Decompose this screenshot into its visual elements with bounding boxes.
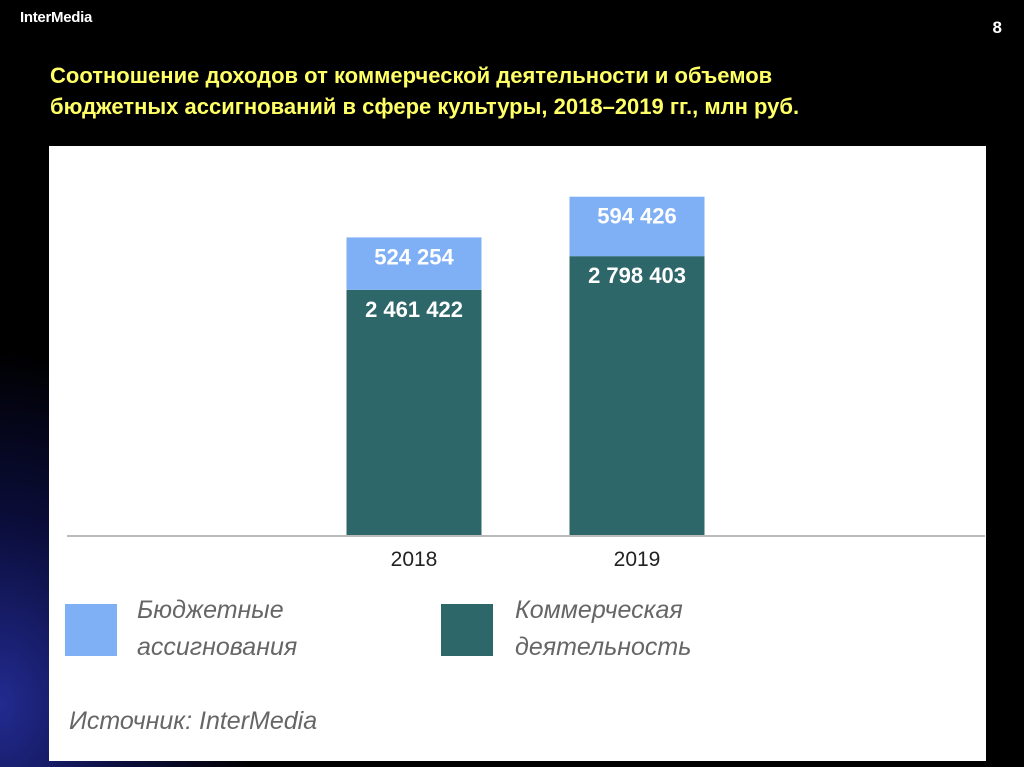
legend-commercial-line-2: деятельность xyxy=(515,633,692,661)
bar-budget-2018 xyxy=(346,237,482,290)
legend-label-commercial: Коммерческая деятельность xyxy=(515,592,775,666)
logo: InterMedia xyxy=(20,9,93,26)
data-label-commercial-2018: 2 461 422 xyxy=(365,297,463,322)
x-tick-label-2018: 2018 xyxy=(391,548,438,571)
data-label-budget-2018: 524 254 xyxy=(374,244,454,269)
title-line-2: бюджетных ассигнований в сфере культуры,… xyxy=(50,94,800,119)
slide-title: Соотношение доходов от коммерческой деят… xyxy=(50,60,1010,122)
data-label-commercial-2019: 2 798 403 xyxy=(588,263,686,288)
bar-commercial-2019 xyxy=(569,256,705,536)
stacked-bar-chart: 2 461 422 524 254 2018 2 798 403 594 426 2019 xyxy=(67,196,985,571)
legend-swatch-commercial xyxy=(441,604,493,656)
chart-panel: 2 461 422 524 254 2018 2 798 403 594 426 2019… xyxy=(49,146,986,761)
bar-commercial-2018 xyxy=(346,289,482,536)
title-line-1: Соотношение доходов от коммерческой деят… xyxy=(50,63,773,88)
data-label-budget-2019: 594 426 xyxy=(597,204,677,229)
legend-label-budget: Бюджетные ассигнования xyxy=(137,592,397,666)
x-tick-label-2019: 2019 xyxy=(614,548,661,571)
legend-commercial-line-1: Коммерческая xyxy=(515,596,683,624)
legend-budget-line-1: Бюджетные xyxy=(137,596,284,624)
page-number: 8 xyxy=(992,18,1002,37)
legend-swatch-budget xyxy=(65,604,117,656)
legend-budget-line-2: ассигнования xyxy=(137,633,298,661)
bar-budget-2019 xyxy=(569,196,705,257)
source-note: Источник: InterMedia xyxy=(69,707,318,735)
